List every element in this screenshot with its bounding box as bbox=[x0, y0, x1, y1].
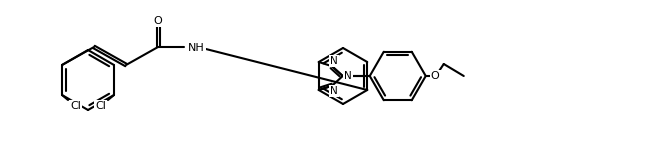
Text: O: O bbox=[154, 16, 162, 26]
Text: Cl: Cl bbox=[95, 101, 106, 111]
Text: Cl: Cl bbox=[70, 101, 81, 111]
Text: N: N bbox=[344, 71, 351, 81]
Text: N: N bbox=[330, 56, 338, 66]
Text: O: O bbox=[431, 71, 439, 81]
Text: N: N bbox=[330, 86, 338, 96]
Text: NH: NH bbox=[188, 43, 205, 53]
